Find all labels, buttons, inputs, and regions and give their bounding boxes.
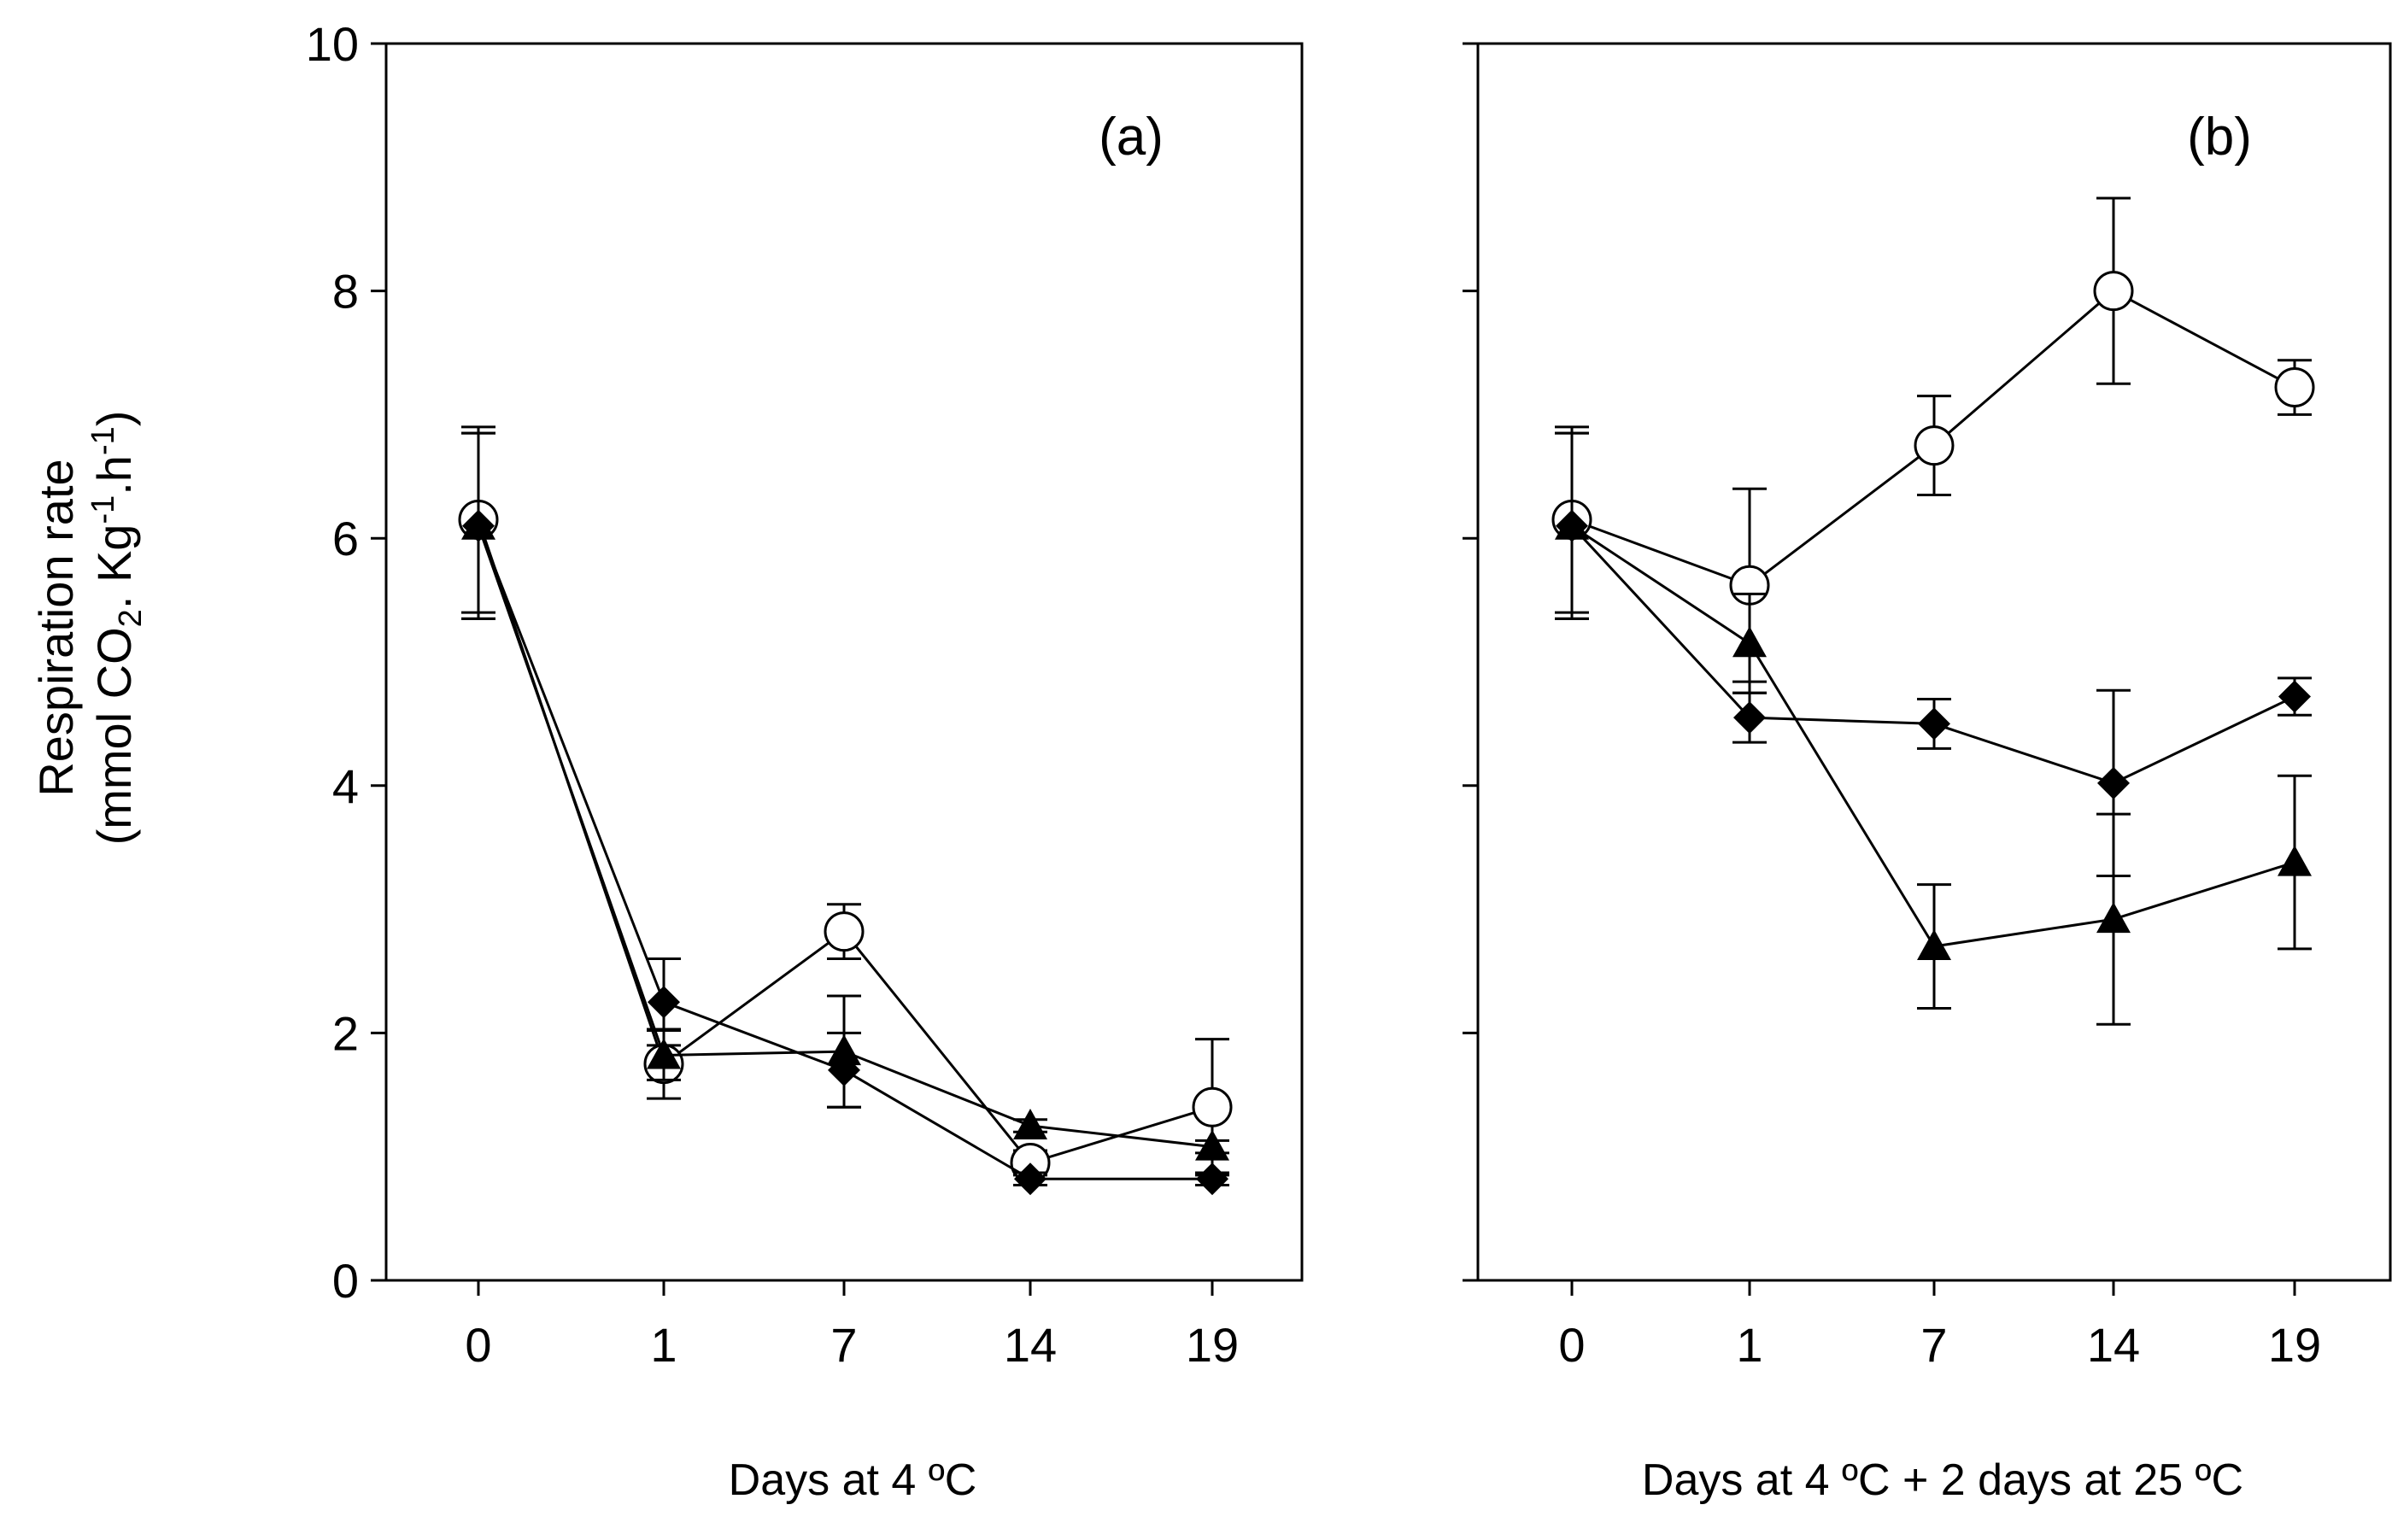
data-point-circle <box>2093 271 2134 312</box>
y-axis-title: Respiration rate (mmol CO2. Kg-1.h-1) <box>29 411 149 846</box>
data-point-triangle <box>1732 626 1767 658</box>
series-filled-triangle <box>461 431 1229 1161</box>
data-point-diamond <box>2097 766 2130 799</box>
x-tick-label: 1 <box>1736 1318 1762 1372</box>
data-point-triangle <box>2278 845 2312 876</box>
x-tick-label: 14 <box>1004 1318 1057 1372</box>
data-point-diamond <box>2278 680 2311 713</box>
panel-a: 0 2 4 6 8 10 0 1 7 14 19 (a) Days at 4 ºC <box>306 17 1304 1505</box>
panel-b-x-ticks: 0 1 7 14 19 <box>1558 1280 2321 1372</box>
y-tick-label: 0 <box>332 1254 359 1308</box>
x-tick-label: 14 <box>2087 1318 2140 1372</box>
panel-a-label: (a) <box>1099 108 1164 167</box>
data-point-triangle <box>1555 508 1589 540</box>
panel-b-x-axis-title: Days at 4 ºC + 2 days at 25 ºC <box>1642 1455 2243 1505</box>
y-tick-label: 6 <box>332 512 359 565</box>
y-tick-label: 4 <box>332 759 359 813</box>
data-point-triangle <box>1013 1109 1047 1139</box>
y-tick-label: 8 <box>332 265 359 319</box>
panel-a-y-ticks: 0 2 4 6 8 10 <box>306 17 386 1308</box>
panel-a-series <box>458 425 1233 1196</box>
x-tick-label: 19 <box>2268 1318 2321 1372</box>
y-tick-label: 10 <box>306 17 359 71</box>
data-point-diamond <box>1196 1162 1228 1196</box>
x-tick-label: 1 <box>650 1318 677 1372</box>
data-point-triangle <box>2096 902 2131 934</box>
data-point-triangle <box>1195 1129 1229 1161</box>
data-point-triangle <box>647 1038 681 1069</box>
x-tick-label: 7 <box>830 1318 857 1372</box>
y-tick-label: 2 <box>332 1006 359 1060</box>
series-filled-triangle <box>1555 431 2312 1026</box>
y-axis-title-line2: (mmol CO2. Kg-1.h-1) <box>85 411 149 846</box>
panel-b: 0 1 7 14 19 (b) Days at 4 ºC + 2 days at 25 … <box>1463 42 2392 1505</box>
data-point-triangle <box>827 1034 861 1066</box>
data-point-triangle <box>461 508 495 540</box>
x-tick-label: 0 <box>1558 1318 1585 1372</box>
data-point-diamond <box>1014 1162 1046 1196</box>
data-point-diamond <box>648 986 680 1019</box>
data-point-circle <box>824 911 865 952</box>
panel-b-y-ticks <box>1463 42 1478 1282</box>
data-point-circle <box>1192 1086 1233 1127</box>
panel-b-label: (b) <box>2187 108 2252 167</box>
x-tick-label: 19 <box>1186 1318 1239 1372</box>
panel-a-x-axis-title: Days at 4 ºC <box>729 1455 977 1505</box>
x-tick-label: 0 <box>465 1318 491 1372</box>
panel-b-series <box>1551 196 2315 1026</box>
data-point-triangle <box>1917 929 1951 961</box>
y-axis-title-line1: Respiration rate <box>29 459 83 796</box>
data-point-diamond <box>1733 701 1766 735</box>
data-point-diamond <box>1918 707 1950 741</box>
data-point-circle <box>1914 425 1955 466</box>
x-tick-label: 7 <box>1920 1318 1947 1372</box>
panel-a-x-ticks: 0 1 7 14 19 <box>465 1280 1239 1372</box>
data-point-circle <box>2274 367 2315 408</box>
